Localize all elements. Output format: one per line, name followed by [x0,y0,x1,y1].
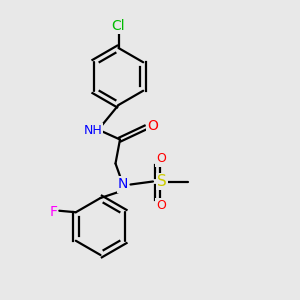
Text: F: F [49,205,57,219]
Text: O: O [148,119,158,133]
Text: S: S [157,174,167,189]
Text: N: N [118,178,128,191]
Text: O: O [156,152,166,166]
Text: NH: NH [84,124,102,137]
Text: O: O [156,199,166,212]
Text: Cl: Cl [112,19,125,32]
